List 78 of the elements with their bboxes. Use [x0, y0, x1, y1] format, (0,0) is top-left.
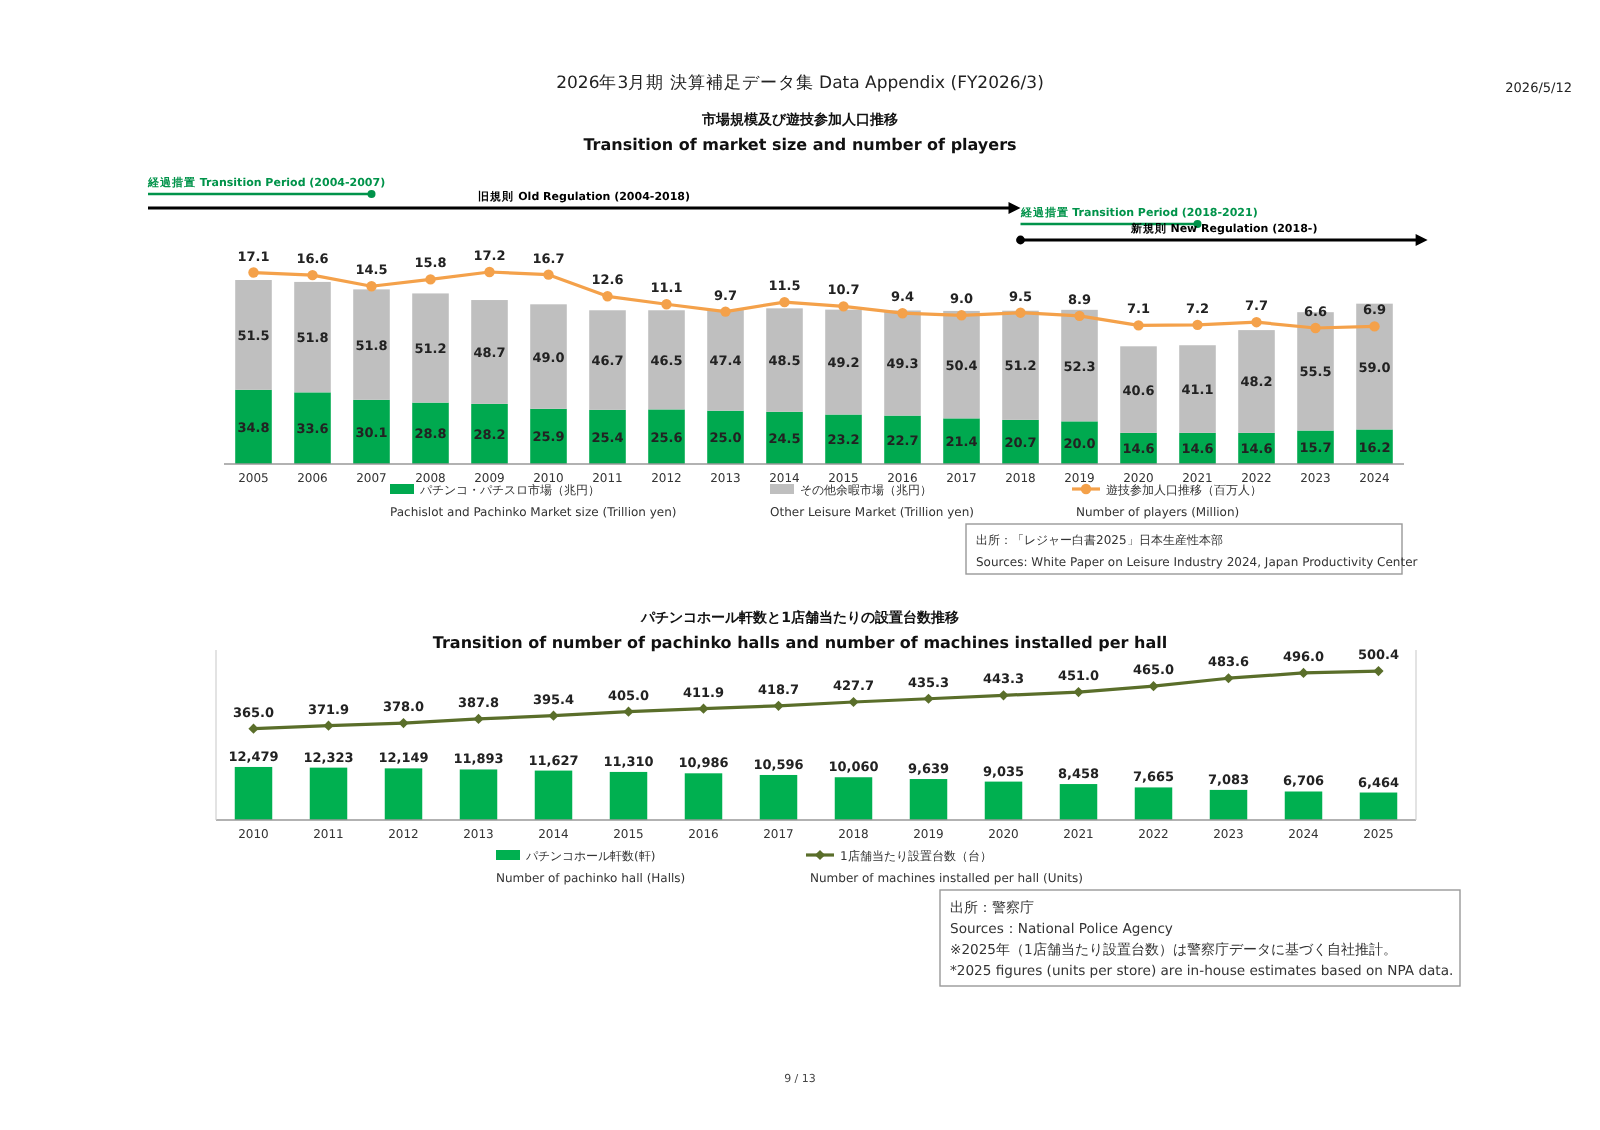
point — [1310, 322, 1321, 334]
point — [897, 308, 908, 319]
point — [366, 281, 377, 292]
point — [473, 713, 484, 725]
text: 2026年3月期 決算補足データ集 Data Appendix (FY2026/3) — [556, 72, 1044, 94]
bar — [1356, 303, 1393, 430]
bar — [353, 289, 390, 400]
bar — [412, 293, 449, 403]
point — [623, 706, 634, 717]
bar — [825, 309, 862, 415]
bar — [1359, 792, 1398, 820]
bar — [353, 399, 390, 464]
bar — [530, 304, 567, 409]
bar — [1238, 330, 1275, 433]
point — [661, 299, 672, 310]
bar — [1134, 787, 1173, 820]
bar — [1179, 345, 1216, 433]
bar — [534, 770, 573, 820]
bar — [471, 300, 508, 404]
point — [1074, 310, 1085, 322]
bar — [707, 309, 744, 411]
bar — [589, 310, 626, 410]
bar — [1284, 791, 1323, 820]
bar — [648, 310, 685, 410]
bar — [235, 389, 272, 464]
point — [698, 703, 709, 714]
point — [425, 274, 436, 285]
point — [398, 718, 409, 729]
bar — [766, 308, 803, 412]
point — [484, 266, 495, 278]
chart-subtitle: Transition of market size and number of players — [583, 136, 1018, 154]
bar — [884, 310, 921, 416]
bar — [309, 767, 348, 820]
bar — [609, 771, 648, 820]
point — [1223, 673, 1234, 684]
point — [248, 267, 259, 278]
bar — [294, 392, 331, 464]
bar — [235, 280, 272, 390]
chart-subtitle: Transition of number of pachinko halls and number of machines installed per hall — [432, 634, 1168, 652]
bar — [834, 777, 873, 820]
point — [1133, 320, 1144, 331]
point — [773, 700, 784, 711]
bar — [1061, 309, 1098, 422]
point — [779, 296, 790, 308]
point — [923, 693, 934, 704]
bar — [471, 403, 508, 464]
point — [1015, 307, 1026, 318]
point — [1148, 681, 1159, 692]
point — [1251, 316, 1262, 328]
bar — [909, 779, 948, 820]
point — [998, 690, 1009, 701]
bar — [984, 781, 1023, 820]
point — [956, 310, 967, 321]
point — [720, 306, 731, 317]
point — [1192, 319, 1203, 331]
bar — [384, 768, 423, 820]
bar — [684, 773, 723, 820]
bar — [459, 769, 498, 820]
point — [548, 710, 559, 721]
point — [1369, 321, 1380, 332]
point — [602, 291, 613, 302]
bar — [1002, 310, 1039, 420]
bar — [759, 774, 798, 820]
point — [323, 720, 334, 731]
point — [248, 723, 259, 734]
point — [1298, 667, 1309, 679]
point — [307, 269, 318, 281]
bar — [1209, 789, 1248, 820]
bar — [234, 766, 273, 820]
bar — [1120, 346, 1157, 433]
point — [838, 301, 849, 312]
point — [1373, 665, 1384, 677]
bar — [294, 281, 331, 393]
bar — [1059, 784, 1098, 820]
point — [848, 696, 859, 708]
point — [1073, 686, 1084, 698]
point — [543, 269, 554, 280]
bar — [943, 310, 980, 419]
